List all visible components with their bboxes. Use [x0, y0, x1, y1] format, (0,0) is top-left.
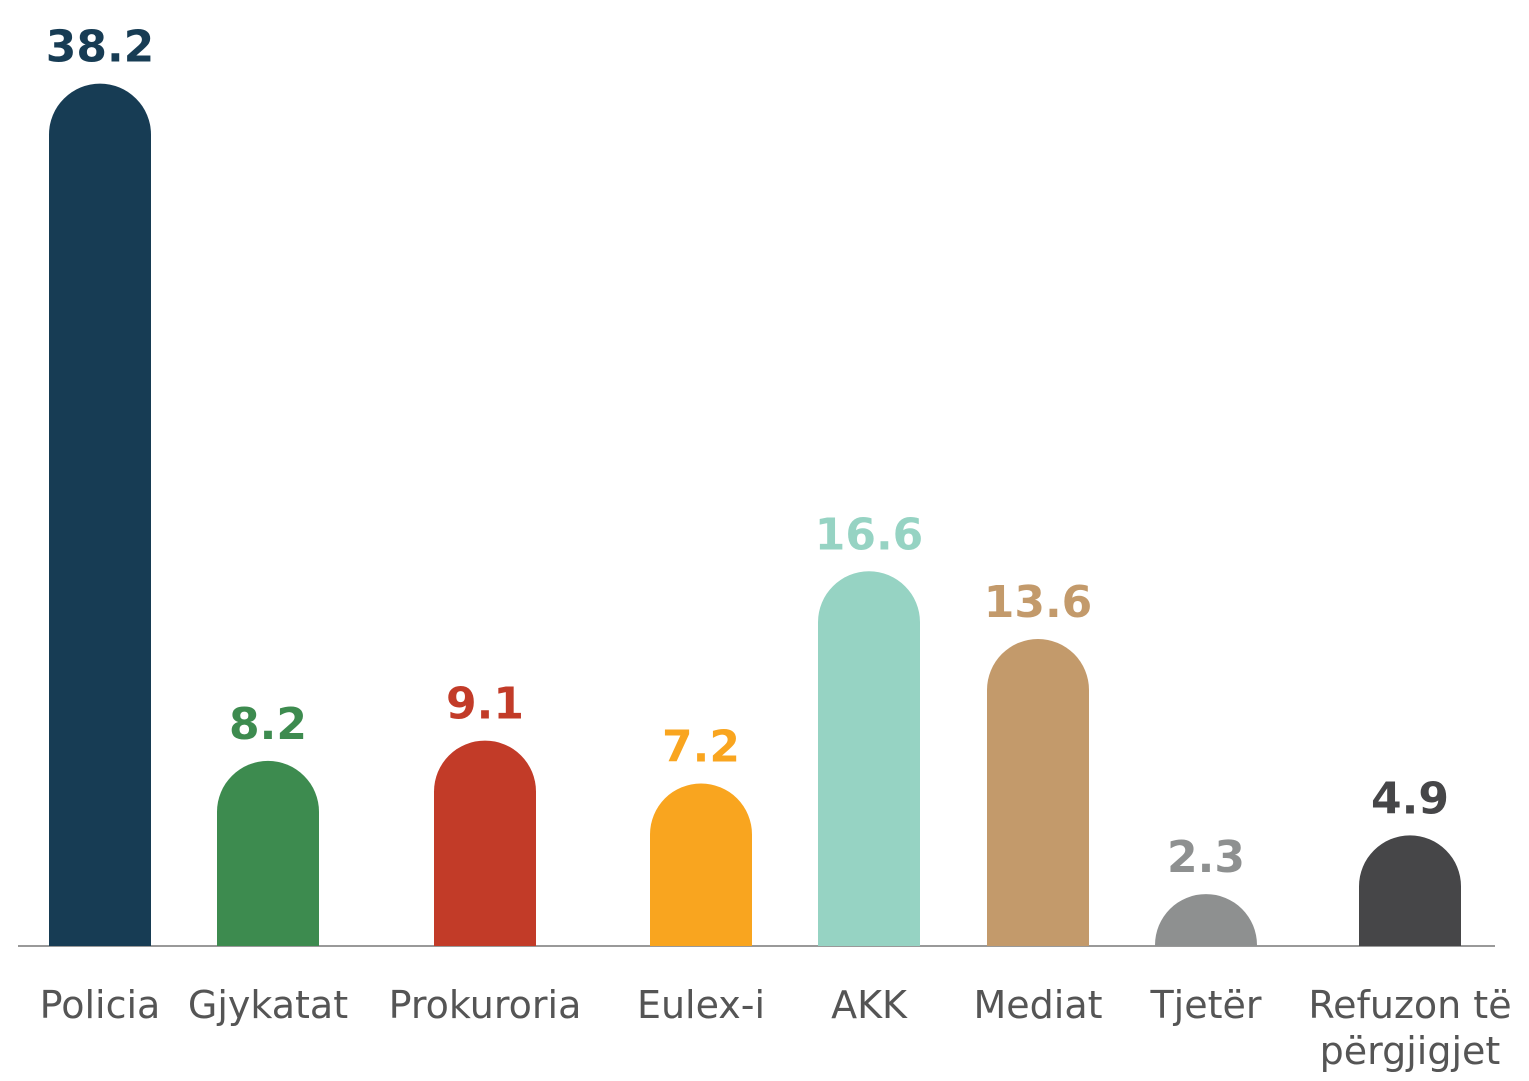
bar: [1359, 835, 1461, 946]
bar: [1155, 894, 1257, 946]
value-label: 9.1: [446, 679, 524, 730]
x-tick-label: Policia: [39, 983, 161, 1027]
x-tick-label: Refuzon të përgjigjet: [1308, 983, 1512, 1073]
value-label: 7.2: [662, 721, 740, 772]
bar: [650, 783, 752, 946]
bar: [49, 83, 151, 946]
bar: [434, 740, 536, 946]
x-tick-label: Tjetër: [1150, 983, 1262, 1027]
value-label: 2.3: [1167, 832, 1245, 883]
x-tick-label: Mediat: [973, 983, 1103, 1027]
x-tick-label: AKK: [831, 983, 907, 1027]
x-tick-label: Prokuroria: [388, 983, 582, 1027]
bar: [987, 638, 1089, 946]
value-label: 8.2: [229, 699, 307, 750]
bar: [217, 760, 319, 946]
value-label: 4.9: [1371, 773, 1449, 824]
value-label: 38.2: [46, 22, 155, 73]
bar: [818, 571, 920, 946]
value-label: 16.6: [815, 509, 924, 560]
x-tick-label: Eulex-i: [636, 983, 766, 1027]
x-tick-label: Gjykatat: [187, 983, 349, 1027]
value-label: 13.6: [984, 577, 1093, 628]
